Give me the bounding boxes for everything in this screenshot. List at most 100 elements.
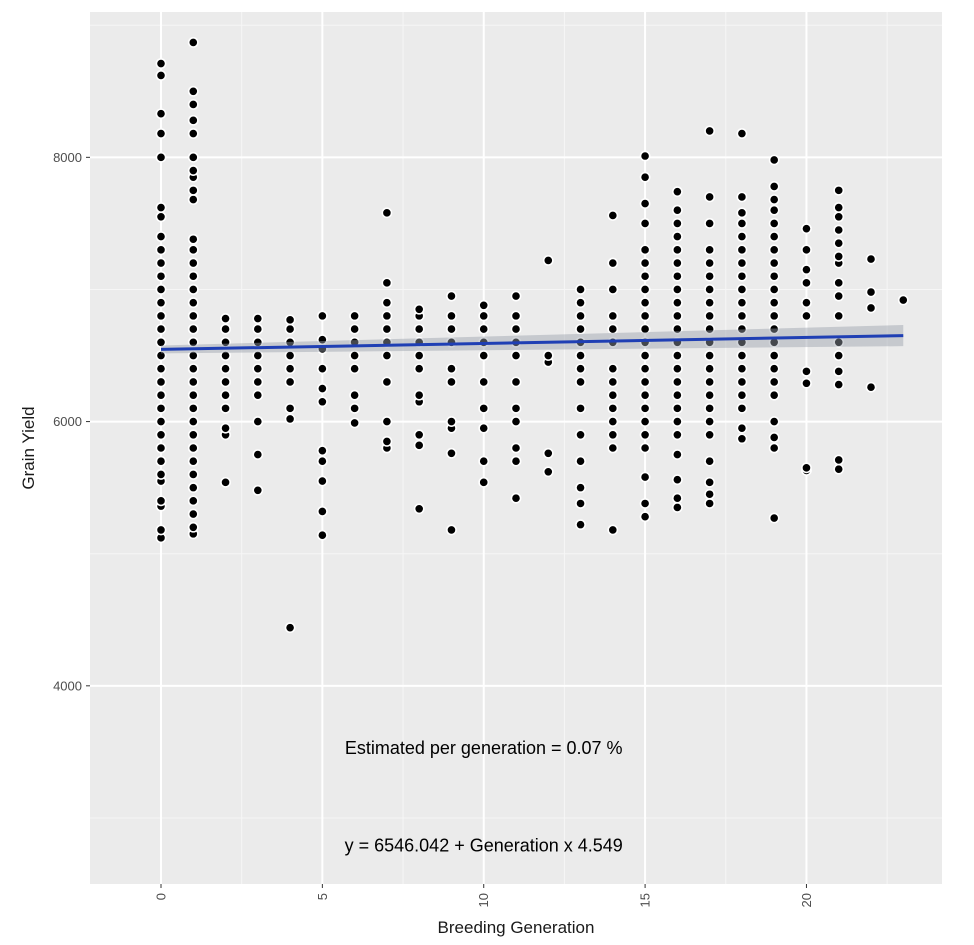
data-point <box>189 186 198 195</box>
data-point <box>640 285 649 294</box>
data-point <box>189 285 198 294</box>
data-point <box>479 377 488 386</box>
data-point <box>479 424 488 433</box>
data-point <box>415 324 424 333</box>
data-point <box>640 151 649 160</box>
data-point <box>382 324 391 333</box>
data-point <box>673 298 682 307</box>
x-tick-label: 5 <box>315 893 330 900</box>
data-point <box>673 232 682 241</box>
data-point <box>640 364 649 373</box>
data-point <box>156 59 165 68</box>
data-point <box>189 311 198 320</box>
data-point <box>253 314 262 323</box>
data-point <box>705 351 714 360</box>
data-point <box>899 295 908 304</box>
data-point <box>770 272 779 281</box>
data-point <box>640 417 649 426</box>
data-point <box>350 391 359 400</box>
data-point <box>189 523 198 532</box>
data-point <box>673 450 682 459</box>
data-point <box>673 187 682 196</box>
data-point <box>705 404 714 413</box>
data-point <box>189 272 198 281</box>
data-point <box>318 507 327 516</box>
data-point <box>189 483 198 492</box>
data-point <box>479 301 488 310</box>
data-point <box>189 324 198 333</box>
data-point <box>544 351 553 360</box>
data-point <box>479 351 488 360</box>
data-point <box>834 351 843 360</box>
data-point <box>640 404 649 413</box>
data-point <box>382 278 391 287</box>
data-point <box>770 377 779 386</box>
data-point <box>834 186 843 195</box>
data-point <box>544 256 553 265</box>
data-point <box>285 324 294 333</box>
data-point <box>770 391 779 400</box>
data-point <box>705 298 714 307</box>
data-point <box>285 364 294 373</box>
data-point <box>705 417 714 426</box>
data-point <box>576 285 585 294</box>
data-point <box>770 182 779 191</box>
data-point <box>156 71 165 80</box>
data-point <box>802 265 811 274</box>
data-point <box>640 377 649 386</box>
data-point <box>285 377 294 386</box>
data-point <box>770 311 779 320</box>
data-point <box>802 245 811 254</box>
data-point <box>156 525 165 534</box>
data-point <box>156 391 165 400</box>
data-point <box>189 129 198 138</box>
data-point <box>802 379 811 388</box>
data-point <box>737 404 746 413</box>
data-point <box>673 351 682 360</box>
data-point <box>705 285 714 294</box>
data-point <box>802 463 811 472</box>
data-point <box>705 245 714 254</box>
data-point <box>253 417 262 426</box>
data-point <box>285 351 294 360</box>
data-point <box>640 351 649 360</box>
data-point <box>382 437 391 446</box>
data-point <box>802 367 811 376</box>
data-point <box>156 232 165 241</box>
data-point <box>156 417 165 426</box>
data-point <box>156 324 165 333</box>
data-point <box>479 478 488 487</box>
data-point <box>511 324 520 333</box>
y-axis-title: Grain Yield <box>19 406 38 489</box>
data-point <box>156 129 165 138</box>
data-point <box>608 430 617 439</box>
data-point <box>189 457 198 466</box>
data-point <box>640 298 649 307</box>
data-point <box>834 465 843 474</box>
data-point <box>802 224 811 233</box>
data-point <box>511 351 520 360</box>
data-point <box>447 311 456 320</box>
data-point <box>511 443 520 452</box>
data-point <box>415 391 424 400</box>
data-point <box>156 245 165 254</box>
data-point <box>382 377 391 386</box>
data-point <box>640 258 649 267</box>
data-point <box>640 245 649 254</box>
y-tick-label: 8000 <box>53 150 82 165</box>
data-point <box>737 208 746 217</box>
data-point <box>221 478 230 487</box>
data-point <box>156 470 165 479</box>
data-point <box>189 116 198 125</box>
data-point <box>253 364 262 373</box>
data-point <box>189 195 198 204</box>
data-point <box>511 494 520 503</box>
data-point <box>608 364 617 373</box>
data-point <box>318 457 327 466</box>
data-point <box>285 315 294 324</box>
data-point <box>189 509 198 518</box>
data-point <box>608 525 617 534</box>
data-point <box>673 475 682 484</box>
data-point <box>608 211 617 220</box>
data-point <box>285 414 294 423</box>
